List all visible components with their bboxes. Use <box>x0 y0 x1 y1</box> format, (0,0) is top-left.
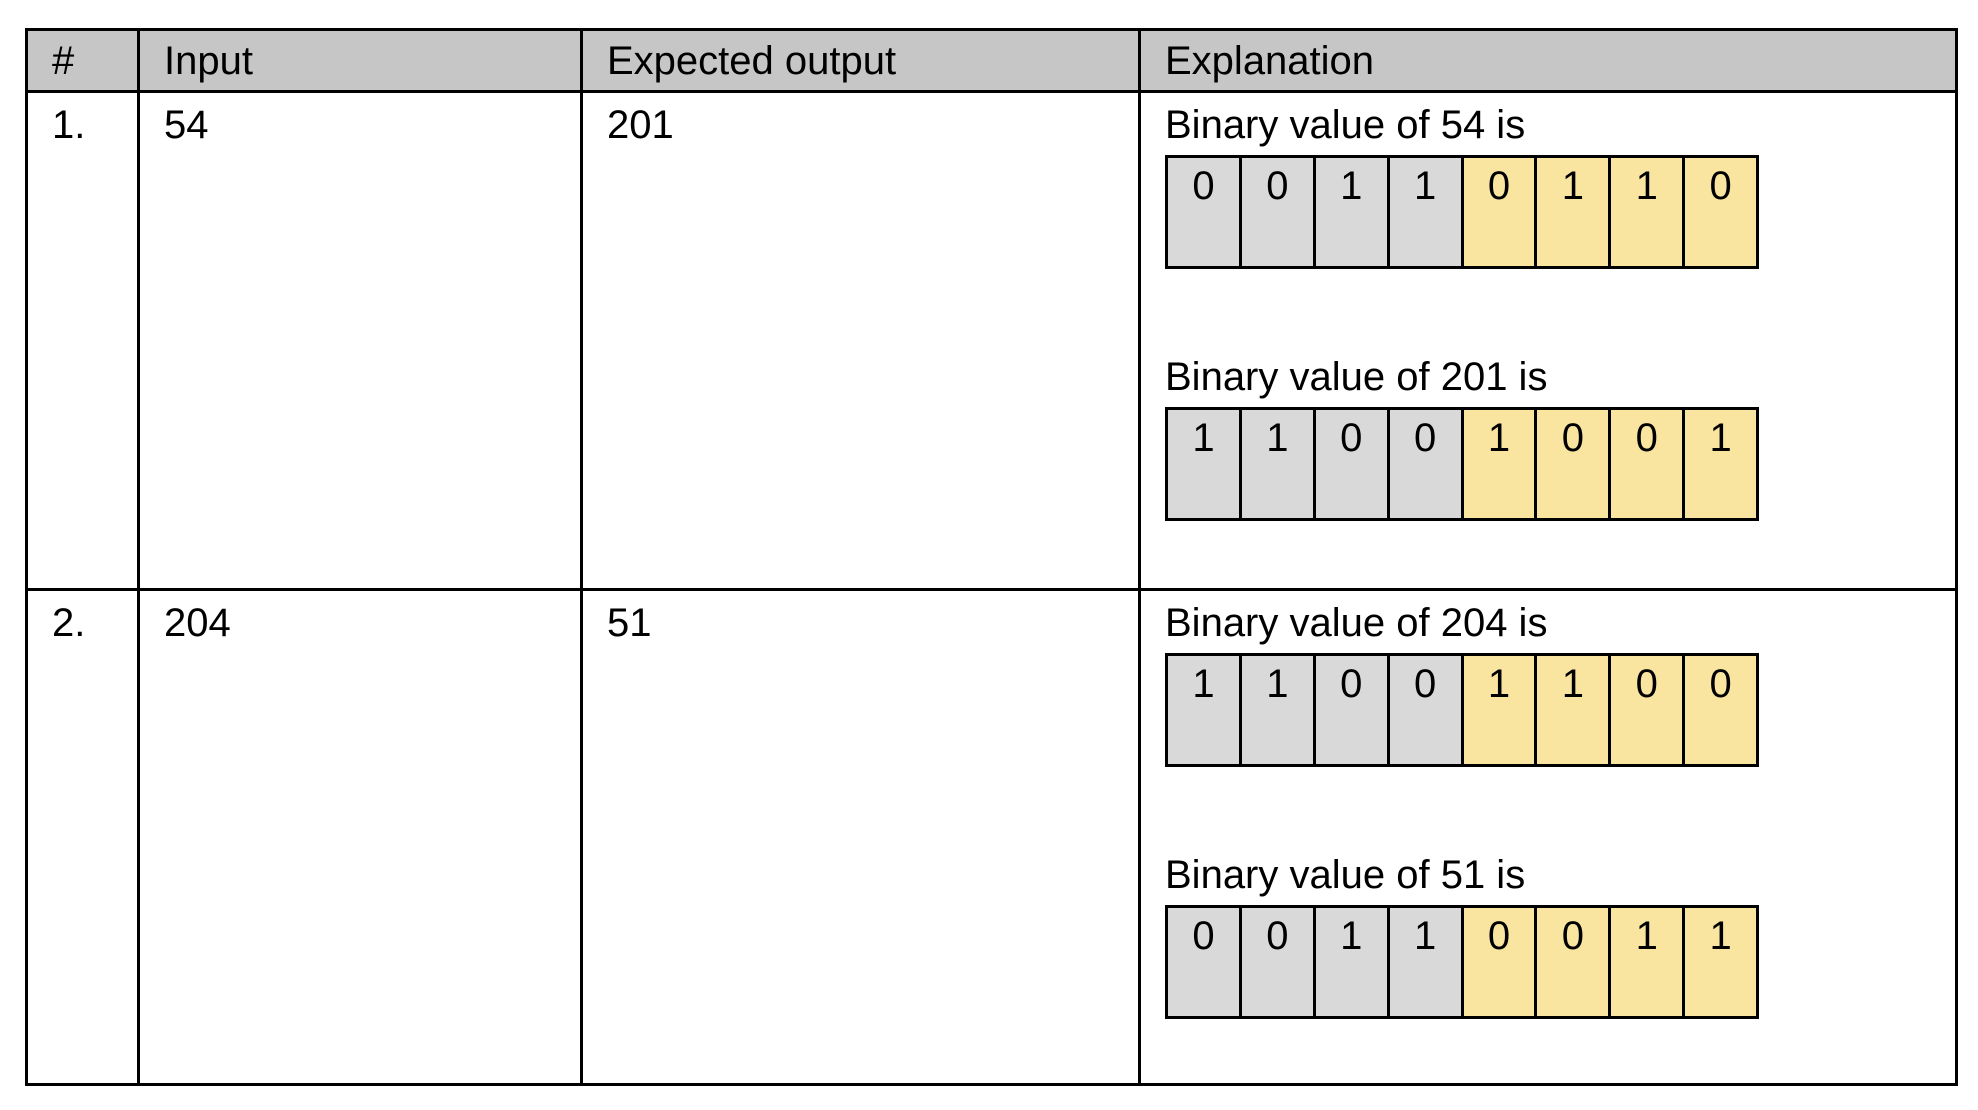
binary-bits: 1 1 0 0 1 0 0 1 <box>1165 407 1759 521</box>
bit-cell: 1 <box>1537 158 1612 266</box>
binary-bits: 1 1 0 0 1 1 0 0 <box>1165 653 1759 767</box>
bit-cell: 1 <box>1241 410 1316 518</box>
header-num: # <box>25 28 140 93</box>
binary-label: Binary value of 204 is <box>1165 601 1548 645</box>
row-explanation: Binary value of 54 is 0 0 1 1 0 1 1 0 Bi… <box>1138 90 1958 591</box>
bit-cell: 0 <box>1241 158 1316 266</box>
bit-cell: 1 <box>1611 908 1686 1016</box>
bit-cell: 1 <box>1463 656 1538 764</box>
row-input: 54 <box>137 90 583 591</box>
examples-table: # Input Expected output Explanation 1. 5… <box>25 28 1958 1086</box>
bit-cell: 1 <box>1389 908 1464 1016</box>
binary-label: Binary value of 54 is <box>1165 103 1526 147</box>
bit-cell: 0 <box>1168 158 1242 266</box>
table-row: 2. 204 51 Binary value of 204 is 1 1 0 0… <box>25 588 1958 1086</box>
row-num: 2. <box>25 588 140 1086</box>
bit-cell: 0 <box>1611 656 1686 764</box>
binary-bits: 0 0 1 1 0 1 1 0 <box>1165 155 1759 269</box>
bit-cell: 0 <box>1685 656 1756 764</box>
row-expected-output: 201 <box>580 90 1141 591</box>
binary-label: Binary value of 51 is <box>1165 853 1526 897</box>
bit-cell: 0 <box>1463 158 1538 266</box>
bit-cell: 0 <box>1685 158 1756 266</box>
bit-cell: 1 <box>1389 158 1464 266</box>
bit-cell: 1 <box>1463 410 1538 518</box>
row-num: 1. <box>25 90 140 591</box>
binary-bits: 0 0 1 1 0 0 1 1 <box>1165 905 1759 1019</box>
bit-cell: 0 <box>1463 908 1538 1016</box>
bit-cell: 1 <box>1168 656 1242 764</box>
bit-cell: 0 <box>1389 656 1464 764</box>
header-expected-output: Expected output <box>580 28 1141 93</box>
bit-cell: 0 <box>1315 656 1390 764</box>
bit-cell: 1 <box>1537 656 1612 764</box>
bit-cell: 1 <box>1315 158 1390 266</box>
bit-cell: 1 <box>1685 410 1756 518</box>
bit-cell: 0 <box>1611 410 1686 518</box>
spacer <box>1165 767 1931 851</box>
table-body: 1. 54 201 Binary value of 54 is 0 0 1 1 … <box>25 90 1958 1086</box>
row-explanation: Binary value of 204 is 1 1 0 0 1 1 0 0 B… <box>1138 588 1958 1086</box>
bit-cell: 0 <box>1537 410 1612 518</box>
bit-cell: 0 <box>1241 908 1316 1016</box>
table-header: # Input Expected output Explanation <box>25 28 1958 93</box>
bit-cell: 0 <box>1389 410 1464 518</box>
row-expected-output: 51 <box>580 588 1141 1086</box>
bit-cell: 1 <box>1168 410 1242 518</box>
bit-cell: 0 <box>1537 908 1612 1016</box>
bit-cell: 0 <box>1168 908 1242 1016</box>
bit-cell: 1 <box>1241 656 1316 764</box>
bit-cell: 1 <box>1315 908 1390 1016</box>
bit-cell: 1 <box>1685 908 1756 1016</box>
spacer <box>1165 269 1931 353</box>
row-input: 204 <box>137 588 583 1086</box>
bit-cell: 1 <box>1611 158 1686 266</box>
table-row: 1. 54 201 Binary value of 54 is 0 0 1 1 … <box>25 90 1958 591</box>
binary-label: Binary value of 201 is <box>1165 355 1548 399</box>
header-explanation: Explanation <box>1138 28 1958 93</box>
header-input: Input <box>137 28 583 93</box>
bit-cell: 0 <box>1315 410 1390 518</box>
header-row: # Input Expected output Explanation <box>25 28 1958 93</box>
